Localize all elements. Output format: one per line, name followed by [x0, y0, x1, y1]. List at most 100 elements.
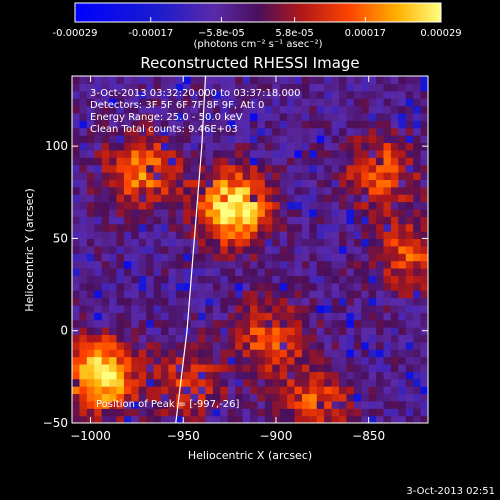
- heatmap-cell: [353, 142, 362, 151]
- heatmap-cell: [101, 341, 110, 350]
- heatmap-cell: [413, 201, 422, 210]
- heatmap-cell: [324, 171, 333, 180]
- heatmap-cell: [331, 223, 340, 232]
- heatmap-cell: [212, 83, 221, 92]
- heatmap-cell: [272, 253, 281, 262]
- heatmap-cell: [301, 157, 310, 166]
- heatmap-cell: [301, 98, 310, 107]
- heatmap-cell: [153, 371, 162, 380]
- heatmap-cell: [175, 334, 184, 343]
- heatmap-cell: [257, 171, 266, 180]
- heatmap-cell: [205, 120, 214, 129]
- heatmap-cell: [153, 334, 162, 343]
- heatmap-cell: [168, 149, 177, 158]
- heatmap-cell: [235, 297, 244, 306]
- heatmap-cell: [116, 341, 125, 350]
- heatmap-cell: [138, 231, 147, 240]
- heatmap-cell: [383, 135, 392, 144]
- heatmap-cell: [72, 238, 81, 247]
- heatmap-cell: [109, 400, 118, 409]
- heatmap-cell: [376, 112, 385, 121]
- heatmap-cell: [101, 282, 110, 291]
- heatmap-cell: [339, 186, 348, 195]
- heatmap-cell: [383, 400, 392, 409]
- heatmap-cell: [168, 400, 177, 409]
- heatmap-cell: [220, 179, 229, 188]
- heatmap-cell: [101, 356, 110, 365]
- heatmap-cell: [353, 290, 362, 299]
- heatmap-cell: [294, 408, 303, 417]
- heatmap-cell: [257, 105, 266, 114]
- heatmap-cell: [331, 253, 340, 262]
- heatmap-cell: [72, 171, 81, 180]
- heatmap-cell: [79, 386, 88, 395]
- heatmap-cell: [287, 186, 296, 195]
- heatmap-cell: [175, 267, 184, 276]
- heatmap-cell: [398, 319, 407, 328]
- heatmap-cell: [339, 105, 348, 114]
- heatmap-cell: [272, 157, 281, 166]
- heatmap-cell: [183, 356, 192, 365]
- heatmap-cell: [79, 349, 88, 358]
- heatmap-cell: [116, 223, 125, 232]
- heatmap-cell: [227, 378, 236, 387]
- heatmap-cell: [109, 290, 118, 299]
- heatmap-cell: [220, 149, 229, 158]
- heatmap-cell: [316, 400, 325, 409]
- heatmap-cell: [346, 83, 355, 92]
- heatmap-cell: [101, 260, 110, 269]
- heatmap-cell: [368, 157, 377, 166]
- heatmap-cell: [383, 356, 392, 365]
- heatmap-cell: [86, 378, 95, 387]
- heatmap-cell: [242, 231, 251, 240]
- heatmap-cell: [250, 105, 259, 114]
- heatmap-cell: [101, 267, 110, 276]
- heatmap-cell: [198, 393, 207, 402]
- heatmap-cell: [235, 363, 244, 372]
- heatmap-cell: [376, 275, 385, 284]
- heatmap-cell: [242, 186, 251, 195]
- heatmap-cell: [235, 135, 244, 144]
- heatmap-cell: [398, 371, 407, 380]
- heatmap-cell: [405, 208, 414, 217]
- heatmap-cell: [316, 260, 325, 269]
- heatmap-cell: [324, 260, 333, 269]
- heatmap-cell: [138, 245, 147, 254]
- heatmap-cell: [168, 290, 177, 299]
- heatmap-cell: [383, 415, 392, 423]
- heatmap-cell: [72, 112, 81, 121]
- heatmap-cell: [405, 127, 414, 136]
- heatmap-cell: [376, 327, 385, 335]
- plot-frame: [71, 75, 429, 424]
- heatmap-cell: [331, 290, 340, 299]
- heatmap-cell: [131, 378, 140, 387]
- heatmap-cell: [123, 378, 132, 387]
- heatmap-cell: [116, 408, 125, 417]
- heatmap-cell: [190, 393, 199, 402]
- heatmap-cell: [279, 282, 288, 291]
- heatmap-cell: [79, 334, 88, 343]
- heatmap-cell: [131, 142, 140, 151]
- heatmap-cell: [264, 112, 273, 121]
- heatmap-cell: [235, 275, 244, 284]
- heatmap-cell: [420, 334, 428, 343]
- heatmap-cell: [368, 90, 377, 99]
- heatmap-cell: [123, 157, 132, 166]
- heatmap-cell: [279, 112, 288, 121]
- heatmap-cell: [168, 371, 177, 380]
- heatmap-cell: [190, 83, 199, 92]
- heatmap-cell: [168, 83, 177, 92]
- heatmap-cell: [109, 90, 118, 99]
- heatmap-cell: [161, 349, 170, 358]
- heatmap-cell: [316, 408, 325, 417]
- heatmap-cell: [413, 216, 422, 225]
- heatmap-cell: [383, 179, 392, 188]
- heatmap-cell: [175, 171, 184, 180]
- heatmap-cell: [190, 349, 199, 358]
- heatmap-cell: [198, 231, 207, 240]
- heatmap-cell: [161, 231, 170, 240]
- heatmap-cell: [331, 334, 340, 343]
- heatmap-cell: [413, 83, 422, 92]
- heatmap-cell: [79, 76, 88, 84]
- heatmap-cell: [235, 400, 244, 409]
